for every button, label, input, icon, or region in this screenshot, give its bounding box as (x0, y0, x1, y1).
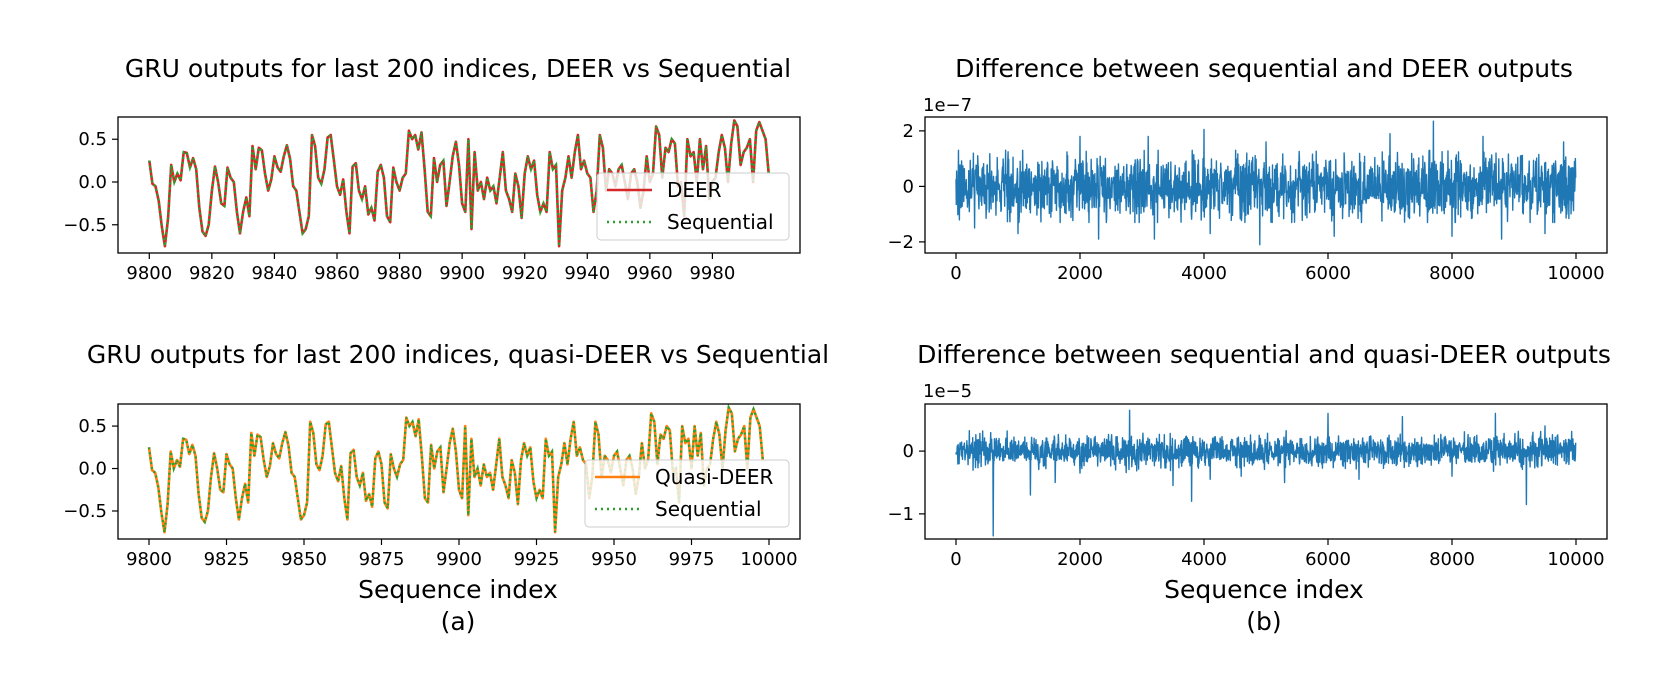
difference-series-line (955, 120, 1577, 246)
y-tick-label: −0.5 (63, 501, 107, 522)
plot-frame (924, 403, 1608, 540)
x-tick-label: 9925 (514, 549, 560, 570)
x-tick-label: 0 (950, 549, 961, 570)
chart-gru-deer: GRU outputs for last 200 indices, DEER v… (63, 54, 801, 284)
y-tick-label: 0 (903, 441, 914, 462)
x-tick-label: 2000 (1057, 549, 1103, 570)
chart-title: Difference between sequential and DEER o… (955, 54, 1573, 83)
panel-label-b: (b) (1246, 607, 1281, 636)
plot-frame (924, 116, 1608, 254)
chart-title: GRU outputs for last 200 indices, DEER v… (125, 54, 791, 83)
x-tick-label: 9920 (502, 263, 548, 284)
x-tick-label: 9900 (436, 549, 482, 570)
x-tick-label: 10000 (1547, 549, 1604, 570)
chart-gru-quasi: GRU outputs for last 200 indices, quasi-… (63, 340, 829, 636)
chart-title: Difference between sequential and quasi-… (917, 340, 1611, 369)
scale-label: 1e−5 (923, 381, 972, 402)
x-tick-label: 9800 (126, 549, 172, 570)
panel-label-a: (a) (441, 607, 476, 636)
legend-label-quasi-deer: Quasi-DEER (655, 465, 774, 489)
x-axis-label: Sequence index (358, 575, 558, 604)
x-tick-label: 6000 (1305, 549, 1351, 570)
x-tick-label: 9980 (689, 263, 735, 284)
legend: DEER Sequential (596, 172, 790, 241)
x-tick-label: 9975 (669, 549, 715, 570)
y-tick-label: 0.0 (78, 172, 107, 193)
series-line-deer (148, 119, 770, 248)
x-tick-label: 6000 (1305, 263, 1351, 284)
x-tick-label: 9840 (252, 263, 298, 284)
x-tick-label: 9950 (591, 549, 637, 570)
y-tick-label: −2 (887, 232, 914, 253)
y-tick-label: 2 (903, 121, 914, 142)
x-tick-label: 9880 (377, 263, 423, 284)
x-tick-label: 9940 (564, 263, 610, 284)
x-tick-label: 9800 (126, 263, 172, 284)
x-tick-label: 10000 (740, 549, 797, 570)
x-tick-label: 9960 (627, 263, 673, 284)
y-tick-label: 0.5 (78, 129, 107, 150)
x-tick-label: 9850 (281, 549, 327, 570)
y-tick-label: 0.0 (78, 459, 107, 480)
x-tick-label: 10000 (1547, 263, 1604, 284)
x-tick-label: 0 (950, 263, 961, 284)
x-tick-label: 4000 (1181, 549, 1227, 570)
x-tick-label: 8000 (1429, 549, 1475, 570)
x-tick-label: 2000 (1057, 263, 1103, 284)
x-tick-label: 9900 (439, 263, 485, 284)
chart-diff-deer: Difference between sequential and DEER o… (887, 54, 1608, 284)
x-axis-label: Sequence index (1164, 575, 1364, 604)
legend-label-sequential: Sequential (667, 210, 774, 234)
y-tick-label: 0 (903, 176, 914, 197)
x-tick-label: 9820 (189, 263, 235, 284)
plot-frame (117, 116, 801, 254)
difference-series-line (955, 409, 1577, 537)
x-tick-label: 9825 (204, 549, 250, 570)
legend-label-sequential: Sequential (655, 497, 762, 521)
chart-title: GRU outputs for last 200 indices, quasi-… (87, 340, 829, 369)
y-tick-label: −1 (887, 504, 914, 525)
x-tick-label: 8000 (1429, 263, 1475, 284)
x-tick-label: 9875 (359, 549, 405, 570)
plot-frame (117, 403, 801, 540)
y-tick-label: −0.5 (63, 215, 107, 236)
scale-label: 1e−7 (923, 95, 972, 116)
x-tick-label: 9860 (314, 263, 360, 284)
x-tick-label: 4000 (1181, 263, 1227, 284)
series-line-quasi-deer (147, 406, 765, 534)
legend: Quasi-DEER Sequential (584, 459, 790, 528)
legend-label-deer: DEER (667, 178, 722, 202)
chart-diff-quasi: Difference between sequential and quasi-… (887, 340, 1610, 636)
y-tick-label: 0.5 (78, 416, 107, 437)
